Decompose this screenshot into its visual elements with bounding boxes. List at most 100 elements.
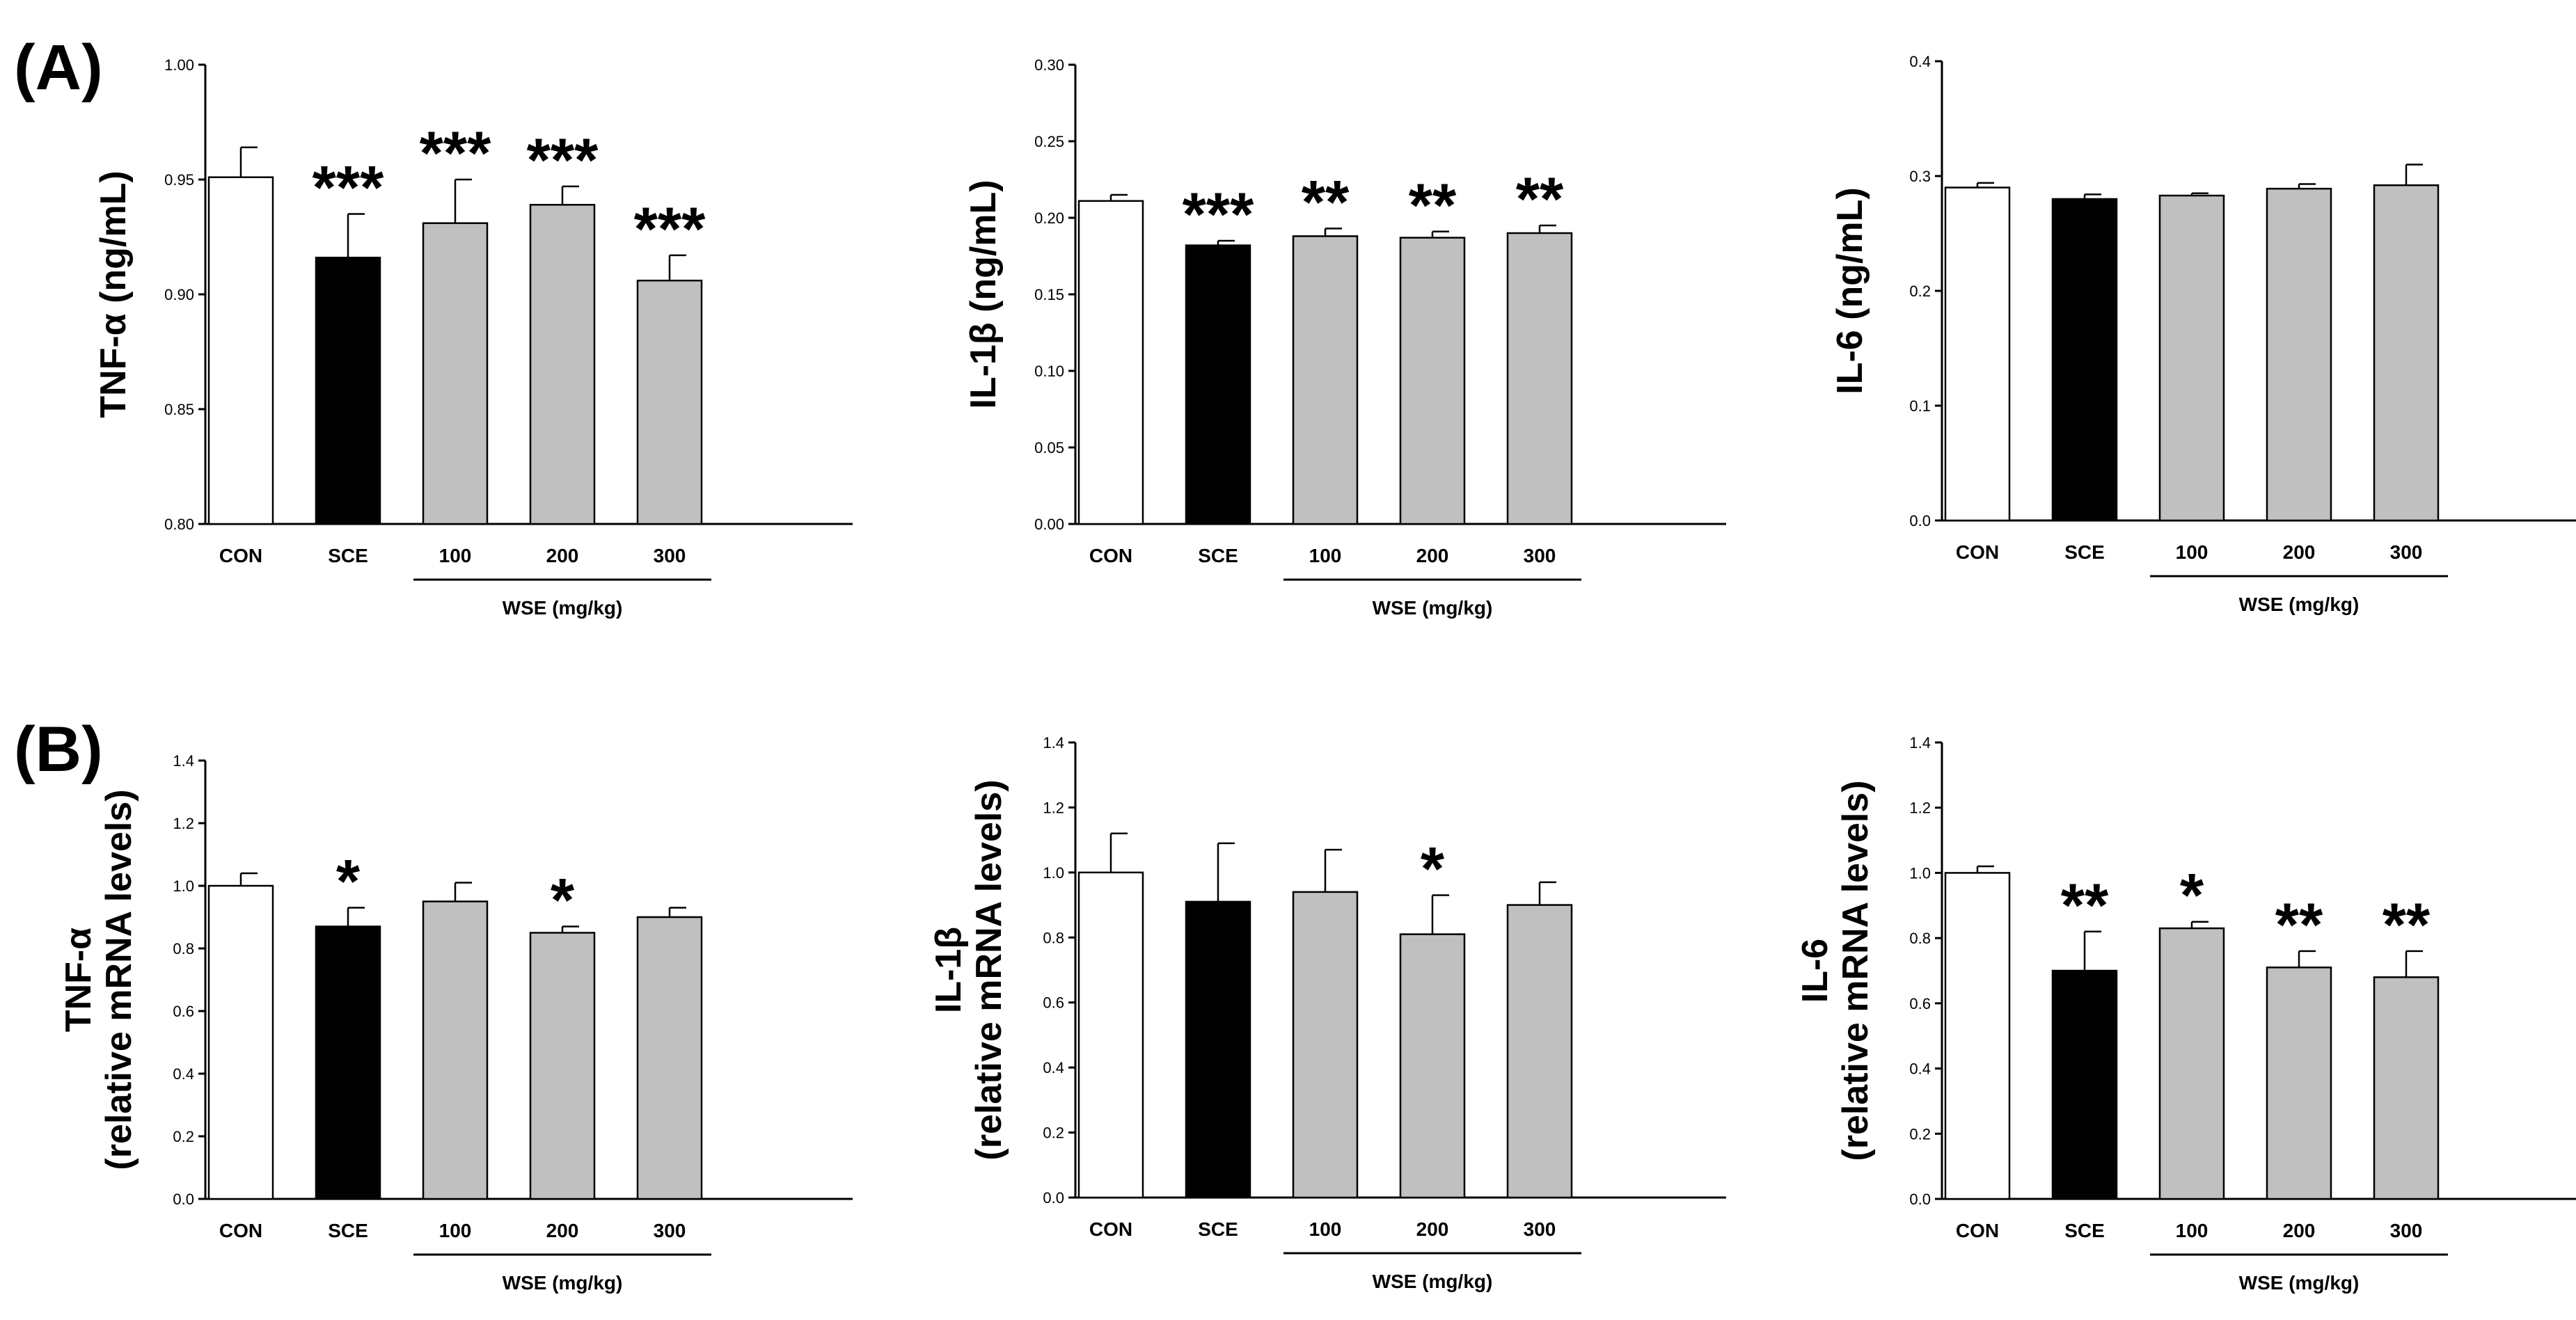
bar-con (207, 176, 274, 525)
bar-con (1944, 872, 2011, 1200)
y-tick-label: 0.15 (1034, 286, 1064, 303)
bar-300 (1506, 232, 1573, 525)
bar-con (207, 884, 274, 1200)
bar-200 (1399, 237, 1466, 525)
significance-mark: *** (634, 194, 706, 263)
significance-mark: *** (1183, 180, 1254, 248)
category-label: SCE (2064, 541, 2105, 563)
category-label: 100 (439, 545, 472, 566)
y-tick-label: 0.85 (164, 401, 194, 418)
category-label: CON (219, 545, 262, 566)
bar-300 (1506, 904, 1573, 1199)
chart-5: 0.0 0.2 0.4 0.6 0.8 1.0 1.2 1.4 IL-1β (relative m… (929, 734, 1726, 1292)
y-axis-label: TNF-α (ng/mL) (93, 170, 134, 418)
category-label: 200 (2283, 1220, 2316, 1241)
bar-100 (2158, 927, 2225, 1200)
y-tick-label: 0.2 (173, 1128, 194, 1145)
y-tick-label: 1.4 (173, 752, 194, 770)
panel-label-b: (B) (14, 714, 103, 785)
y-axis-label: (relative mRNA levels) (969, 779, 1009, 1160)
bar-200 (2266, 967, 2332, 1200)
category-label: 200 (546, 1220, 579, 1241)
chart-6: 0.0 0.2 0.4 0.6 0.8 1.0 1.2 1.4 IL-6 (relative mR… (1795, 734, 2576, 1294)
y-tick-label: 0.00 (1034, 516, 1064, 533)
category-label: 100 (1309, 545, 1342, 566)
category-label: 100 (2176, 1220, 2208, 1241)
y-tick-label: 1.0 (173, 877, 194, 895)
category-label: 300 (2390, 1220, 2423, 1241)
y-tick-label: 1.00 (164, 56, 194, 74)
y-tick-label: 0.4 (1043, 1059, 1064, 1076)
category-label: 200 (2283, 541, 2316, 563)
significance-mark: * (551, 866, 575, 935)
y-axis-label: IL-6 (ng/mL) (1830, 187, 1870, 395)
group-label: WSE (mg/kg) (1373, 1271, 1493, 1292)
significance-mark: * (336, 847, 361, 916)
y-tick-label: 0.8 (1909, 930, 1931, 947)
y-tick-label: 1.0 (1909, 864, 1931, 882)
chart-1: 0.80 0.85 0.90 0.95 1.00 TNF-α (ng/mL) CON *** S… (93, 56, 853, 619)
bar-sce (2051, 969, 2118, 1200)
bar-sce (1185, 900, 1251, 1199)
y-tick-label: 1.2 (1043, 799, 1064, 816)
category-label: SCE (328, 545, 368, 566)
y-tick-label: 1.4 (1043, 734, 1064, 752)
y-tick-label: 0.6 (1043, 994, 1064, 1012)
y-tick-label: 0.95 (164, 171, 194, 189)
panel-label-a: (A) (14, 32, 103, 103)
bar-sce (2051, 198, 2118, 522)
y-tick-label: 0.10 (1034, 363, 1064, 380)
significance-mark: ** (2275, 890, 2323, 959)
significance-mark: *** (527, 125, 599, 194)
bar-300 (2373, 976, 2440, 1200)
category-label: 100 (2176, 541, 2208, 563)
y-tick-label: 0.8 (1043, 929, 1064, 946)
category-label: SCE (1198, 1218, 1238, 1240)
chart-3: 0.0 0.1 0.2 0.3 0.4 IL-6 (ng/mL) CON SCE 100 200 3… (1830, 53, 2576, 615)
y-tick-label: 0.6 (173, 1003, 194, 1020)
y-tick-label: 0.1 (1909, 397, 1931, 415)
y-tick-label: 0.0 (1043, 1189, 1064, 1207)
bar-sce (315, 925, 381, 1200)
significance-mark: ** (2383, 890, 2431, 959)
bar-200 (1399, 933, 1466, 1199)
category-label: SCE (2064, 1220, 2105, 1241)
bar-300 (636, 279, 703, 525)
y-tick-label: 1.2 (173, 815, 194, 832)
y-tick-label: 1.0 (1043, 864, 1064, 882)
y-tick-label: 0.0 (173, 1191, 194, 1208)
category-label: 300 (2390, 541, 2423, 563)
y-axis-label: IL-1β (929, 927, 969, 1013)
y-axis-label: (relative mRNA levels) (99, 789, 139, 1170)
bar-300 (2373, 184, 2440, 522)
y-axis-label: (relative mRNA levels) (1835, 780, 1876, 1161)
bar-100 (1292, 235, 1359, 525)
y-tick-label: 0.2 (1909, 283, 1931, 300)
group-label: WSE (mg/kg) (2239, 594, 2360, 615)
y-tick-label: 0.05 (1034, 439, 1064, 456)
bar-200 (529, 932, 596, 1200)
y-tick-label: 0.2 (1043, 1124, 1064, 1142)
bar-con (1944, 186, 2011, 522)
chart-4: 0.0 0.2 0.4 0.6 0.8 1.0 1.2 1.4 TNF-α (relative m… (58, 752, 853, 1294)
y-tick-label: 0.4 (1909, 1060, 1931, 1078)
bar-100 (422, 222, 489, 525)
bar-sce (315, 256, 381, 525)
significance-mark: *** (313, 153, 384, 222)
category-label: CON (1956, 541, 1999, 563)
y-tick-label: 0.6 (1909, 995, 1931, 1012)
bar-100 (422, 900, 489, 1200)
bar-200 (529, 204, 596, 525)
y-tick-label: 0.4 (1909, 53, 1931, 70)
y-tick-label: 0.2 (1909, 1125, 1931, 1143)
category-label: CON (219, 1220, 262, 1241)
y-tick-label: 0.80 (164, 516, 194, 533)
group-label: WSE (mg/kg) (2239, 1272, 2360, 1294)
bar-con (1077, 200, 1144, 525)
bar-200 (2266, 187, 2332, 522)
y-tick-label: 0.90 (164, 286, 194, 303)
category-label: SCE (1198, 545, 1238, 566)
category-label: CON (1089, 545, 1132, 566)
